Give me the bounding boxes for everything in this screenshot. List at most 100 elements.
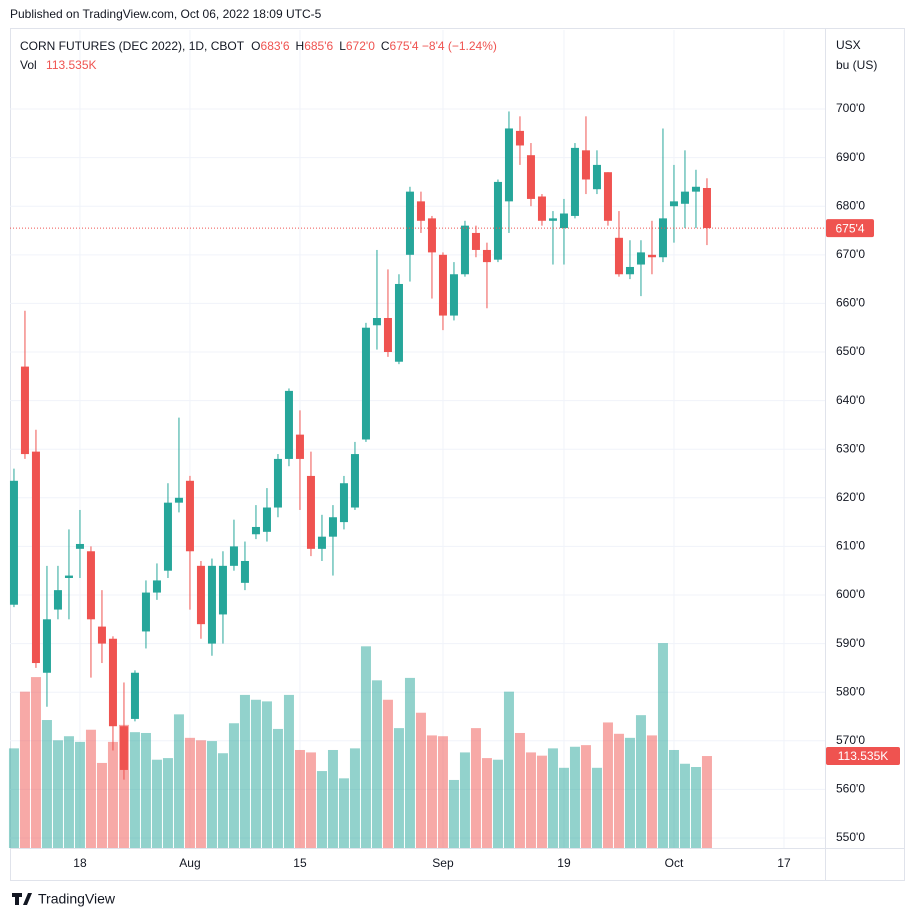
- candle-body: [592, 164, 601, 190]
- x-tick-label: 18: [73, 856, 87, 870]
- candle-body: [570, 147, 579, 216]
- volume-bar: [591, 767, 602, 848]
- candle-body: [229, 546, 238, 566]
- volume-bar: [19, 691, 30, 848]
- candle-body: [658, 218, 667, 258]
- volume-bar: [668, 749, 679, 848]
- volume-bar: [74, 741, 85, 848]
- candle-body: [625, 266, 634, 275]
- candle-body: [31, 451, 40, 664]
- candle-body: [669, 201, 678, 207]
- candle-body: [515, 130, 524, 146]
- candle-body: [438, 254, 447, 316]
- y-tick-label: 680'0: [836, 198, 865, 212]
- candle-body: [702, 187, 711, 229]
- candle-body: [141, 592, 150, 632]
- candle-body: [130, 672, 139, 719]
- legend-line: CORN FUTURES (DEC 2022), 1D, CBOT O683'6…: [20, 39, 497, 53]
- candle-body: [108, 638, 117, 727]
- ohlc-key: L: [339, 39, 346, 53]
- volume-bar: [657, 643, 668, 848]
- y-tick-label: 580'0: [836, 684, 865, 698]
- volume-bar: [305, 752, 316, 848]
- volume-bar: [481, 758, 492, 848]
- volume-bar: [261, 701, 272, 848]
- volume-bar: [206, 741, 217, 848]
- x-tick-label: 17: [777, 856, 791, 870]
- candle-body: [339, 483, 348, 523]
- candle-body: [42, 619, 51, 673]
- volume-bars: [8, 643, 712, 848]
- candle-body: [207, 565, 216, 644]
- volume-bar: [437, 736, 448, 848]
- volume-bar: [228, 723, 239, 848]
- y-tick-label: 650'0: [836, 344, 865, 358]
- volume-bar: [426, 735, 437, 848]
- axes: 550'0 560'0 570'0 580'0 590'0 600'0 610'0 620'0…: [10, 101, 900, 870]
- volume-bar: [690, 767, 701, 848]
- volume-bar: [52, 740, 63, 848]
- x-tick-label: Oct: [665, 856, 684, 870]
- candle-body: [680, 191, 689, 204]
- candle-body: [614, 237, 623, 275]
- candle-body: [240, 560, 249, 583]
- volume-bar: [492, 759, 503, 848]
- candle-body: [185, 480, 194, 552]
- volume-bar: [514, 732, 525, 848]
- volume-bar: [327, 749, 338, 848]
- volume-bar: [536, 755, 547, 848]
- candle-body: [328, 517, 337, 537]
- volume-bar: [393, 728, 404, 848]
- volume-bar: [613, 733, 624, 848]
- volume-bar: [316, 771, 327, 848]
- volume-bar: [173, 714, 184, 848]
- candle-body: [548, 218, 557, 221]
- volume-bar: [151, 759, 162, 848]
- ohlc-value: 672'0: [346, 39, 375, 53]
- candle-body: [603, 172, 612, 221]
- y-tick-label: 700'0: [836, 101, 865, 115]
- y-tick-label: 590'0: [836, 636, 865, 650]
- volume-bar: [547, 748, 558, 848]
- candle-body: [504, 128, 513, 202]
- volume-bar: [558, 767, 569, 848]
- last-price-badge: [826, 219, 874, 238]
- candle-body: [53, 590, 62, 610]
- volume-bar: [239, 694, 250, 848]
- candle-body: [75, 543, 84, 549]
- candle-body: [350, 454, 359, 508]
- candle-body: [97, 626, 106, 644]
- x-tick-label: Aug: [179, 856, 200, 870]
- volume-bar: [415, 712, 426, 848]
- volume-bar: [96, 762, 107, 848]
- volume-badge-label: 113.535K: [838, 749, 889, 763]
- volume-bar: [63, 736, 74, 848]
- candle-body: [449, 274, 458, 316]
- volume-bar: [283, 694, 294, 848]
- volume-bar: [679, 763, 690, 848]
- candle-body: [306, 475, 315, 549]
- logo: TradingView: [12, 891, 116, 907]
- candles: [9, 111, 711, 780]
- volume-bar: [701, 756, 712, 848]
- volume-bar: [8, 748, 19, 848]
- candle-body: [262, 507, 271, 532]
- volume-bar: [30, 677, 41, 848]
- y-tick-label: 560'0: [836, 782, 865, 796]
- x-tick-label: 19: [557, 856, 571, 870]
- ohlc-value: 683'6: [261, 39, 290, 53]
- y-tick-label: 620'0: [836, 490, 865, 504]
- volume-bar: [525, 752, 536, 848]
- volume-bar: [140, 732, 151, 848]
- volume-badge: [826, 747, 900, 766]
- candle-body: [383, 317, 392, 353]
- candle-body: [581, 150, 590, 180]
- candle-body: [86, 551, 95, 620]
- unit: bu (US): [836, 58, 877, 72]
- y-tick-label: 690'0: [836, 150, 865, 164]
- y-tick-label: 610'0: [836, 539, 865, 553]
- volume-bar: [107, 741, 118, 848]
- candle-body: [64, 575, 73, 578]
- candle-body: [317, 536, 326, 549]
